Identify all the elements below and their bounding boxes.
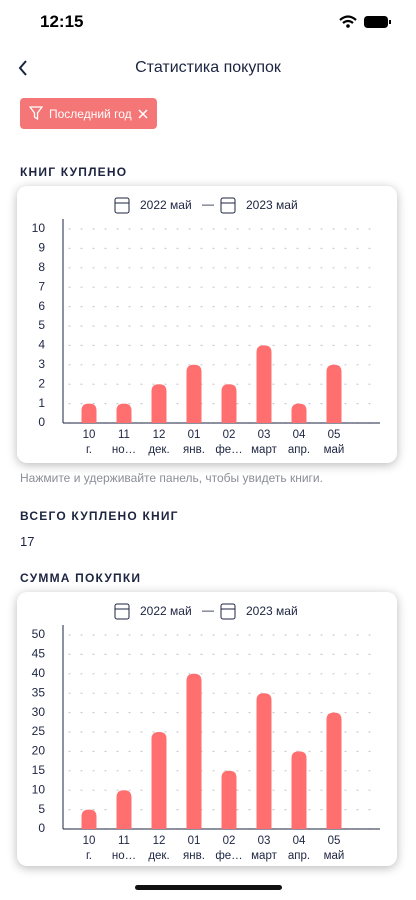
bar	[291, 403, 307, 423]
y-tick-label: 1	[38, 396, 45, 410]
x-tick-label: 10 г.	[82, 835, 96, 862]
y-tick-label: 7	[38, 279, 45, 293]
y-tick-label: 5	[38, 318, 45, 332]
bar	[221, 384, 237, 423]
chart-card[interactable]: 2022 май — 2023 май 0 1 2 3 4 5 6 7 8 9 10 10 г. 11 но……	[17, 186, 397, 463]
bar	[221, 770, 237, 829]
y-tick-label: 25	[32, 724, 46, 738]
range-start: 2022 май	[140, 604, 192, 618]
chart: 2022 май — 2023 май 0 5 10 15 20 25 30 35 40 45 50	[32, 603, 381, 835]
bar	[291, 751, 307, 829]
section-title: ВСЕГО КУПЛЕНО КНИГ	[20, 509, 179, 523]
calendar-icon	[220, 603, 236, 620]
x-tick-label: 12 дек.	[148, 429, 170, 456]
x-tick-label: 11 но…	[111, 429, 137, 456]
range-start: 2022 май	[140, 198, 192, 212]
bar	[186, 673, 202, 829]
x-tick-label: 04 апр.	[287, 429, 311, 456]
bar	[81, 403, 97, 423]
y-tick-label: 4	[38, 338, 45, 352]
y-tick-label: 10	[32, 782, 46, 796]
x-tick-label: 03 март	[251, 835, 277, 862]
y-tick-label: 9	[38, 241, 45, 255]
y-tick-label: 50	[32, 627, 46, 641]
y-tick-label: 10	[32, 221, 46, 235]
calendar-icon	[114, 603, 130, 620]
bar	[151, 384, 167, 423]
x-tick-label: 05 май	[323, 429, 345, 456]
y-tick-label: 35	[32, 685, 46, 699]
status-time: 12:15	[40, 12, 84, 31]
bar	[256, 345, 272, 423]
y-tick-label: 5	[38, 802, 45, 816]
y-tick-label: 0	[38, 821, 45, 835]
chart-card[interactable]: 2022 май — 2023 май 0 5 10 15 20 25 30 35 40 45 50 10 …	[17, 592, 397, 866]
header-title: Статистика покупок	[135, 59, 281, 76]
x-tick-label: 01 янв.	[183, 429, 205, 456]
filter-clear[interactable]	[137, 108, 149, 120]
filter-label: Последний год	[49, 107, 132, 121]
bar	[81, 809, 97, 829]
y-tick-label: 45	[32, 647, 46, 661]
y-tick-label: 8	[38, 260, 45, 274]
y-tick-label: 40	[32, 666, 46, 680]
y-tick-label: 6	[38, 299, 45, 313]
x-tick-label: 10 г.	[82, 429, 96, 456]
chart: 2022 май — 2023 май 0 1 2 3 4 5 6 7 8 9 10	[32, 197, 381, 429]
range-separator: —	[202, 603, 214, 617]
y-tick-label: 3	[38, 357, 45, 371]
x-tick-label: 03 март	[251, 429, 277, 456]
bar	[116, 790, 132, 829]
x-tick-label: 12 дек.	[148, 835, 170, 862]
bar	[151, 732, 167, 829]
y-tick-label: 30	[32, 705, 46, 719]
y-tick-label: 20	[32, 744, 46, 758]
home-indicator	[135, 885, 282, 890]
y-tick-label: 0	[38, 415, 45, 429]
status-icons	[339, 15, 391, 28]
x-tick-label: 01 янв.	[183, 835, 205, 862]
x-tick-label: 11 но…	[111, 835, 137, 862]
calendar-icon	[220, 197, 236, 214]
calendar-icon	[114, 197, 130, 214]
bar	[116, 403, 132, 423]
section-title: СУММА ПОКУПКИ	[20, 571, 142, 585]
range-separator: —	[202, 197, 214, 211]
bar	[326, 712, 342, 829]
filter-chip[interactable]: Последний год	[20, 98, 157, 129]
x-tick-label: 05 май	[323, 835, 345, 862]
section-title: КНИГ КУПЛЕНО	[20, 165, 128, 179]
range-end: 2023 май	[246, 604, 298, 618]
y-tick-label: 15	[32, 763, 46, 777]
total-value: 17	[20, 534, 35, 549]
filter-icon	[29, 106, 43, 121]
bar	[326, 364, 342, 423]
range-end: 2023 май	[246, 198, 298, 212]
x-tick-label: 02 фе…	[215, 835, 243, 862]
back-button[interactable]	[14, 58, 34, 78]
x-tick-label: 04 апр.	[287, 835, 311, 862]
bar	[256, 693, 272, 829]
hint: Нажмите и удерживайте панель, чтобы увид…	[20, 471, 323, 485]
y-tick-label: 2	[38, 376, 45, 390]
bar	[186, 364, 202, 423]
x-tick-label: 02 фе…	[215, 429, 243, 456]
